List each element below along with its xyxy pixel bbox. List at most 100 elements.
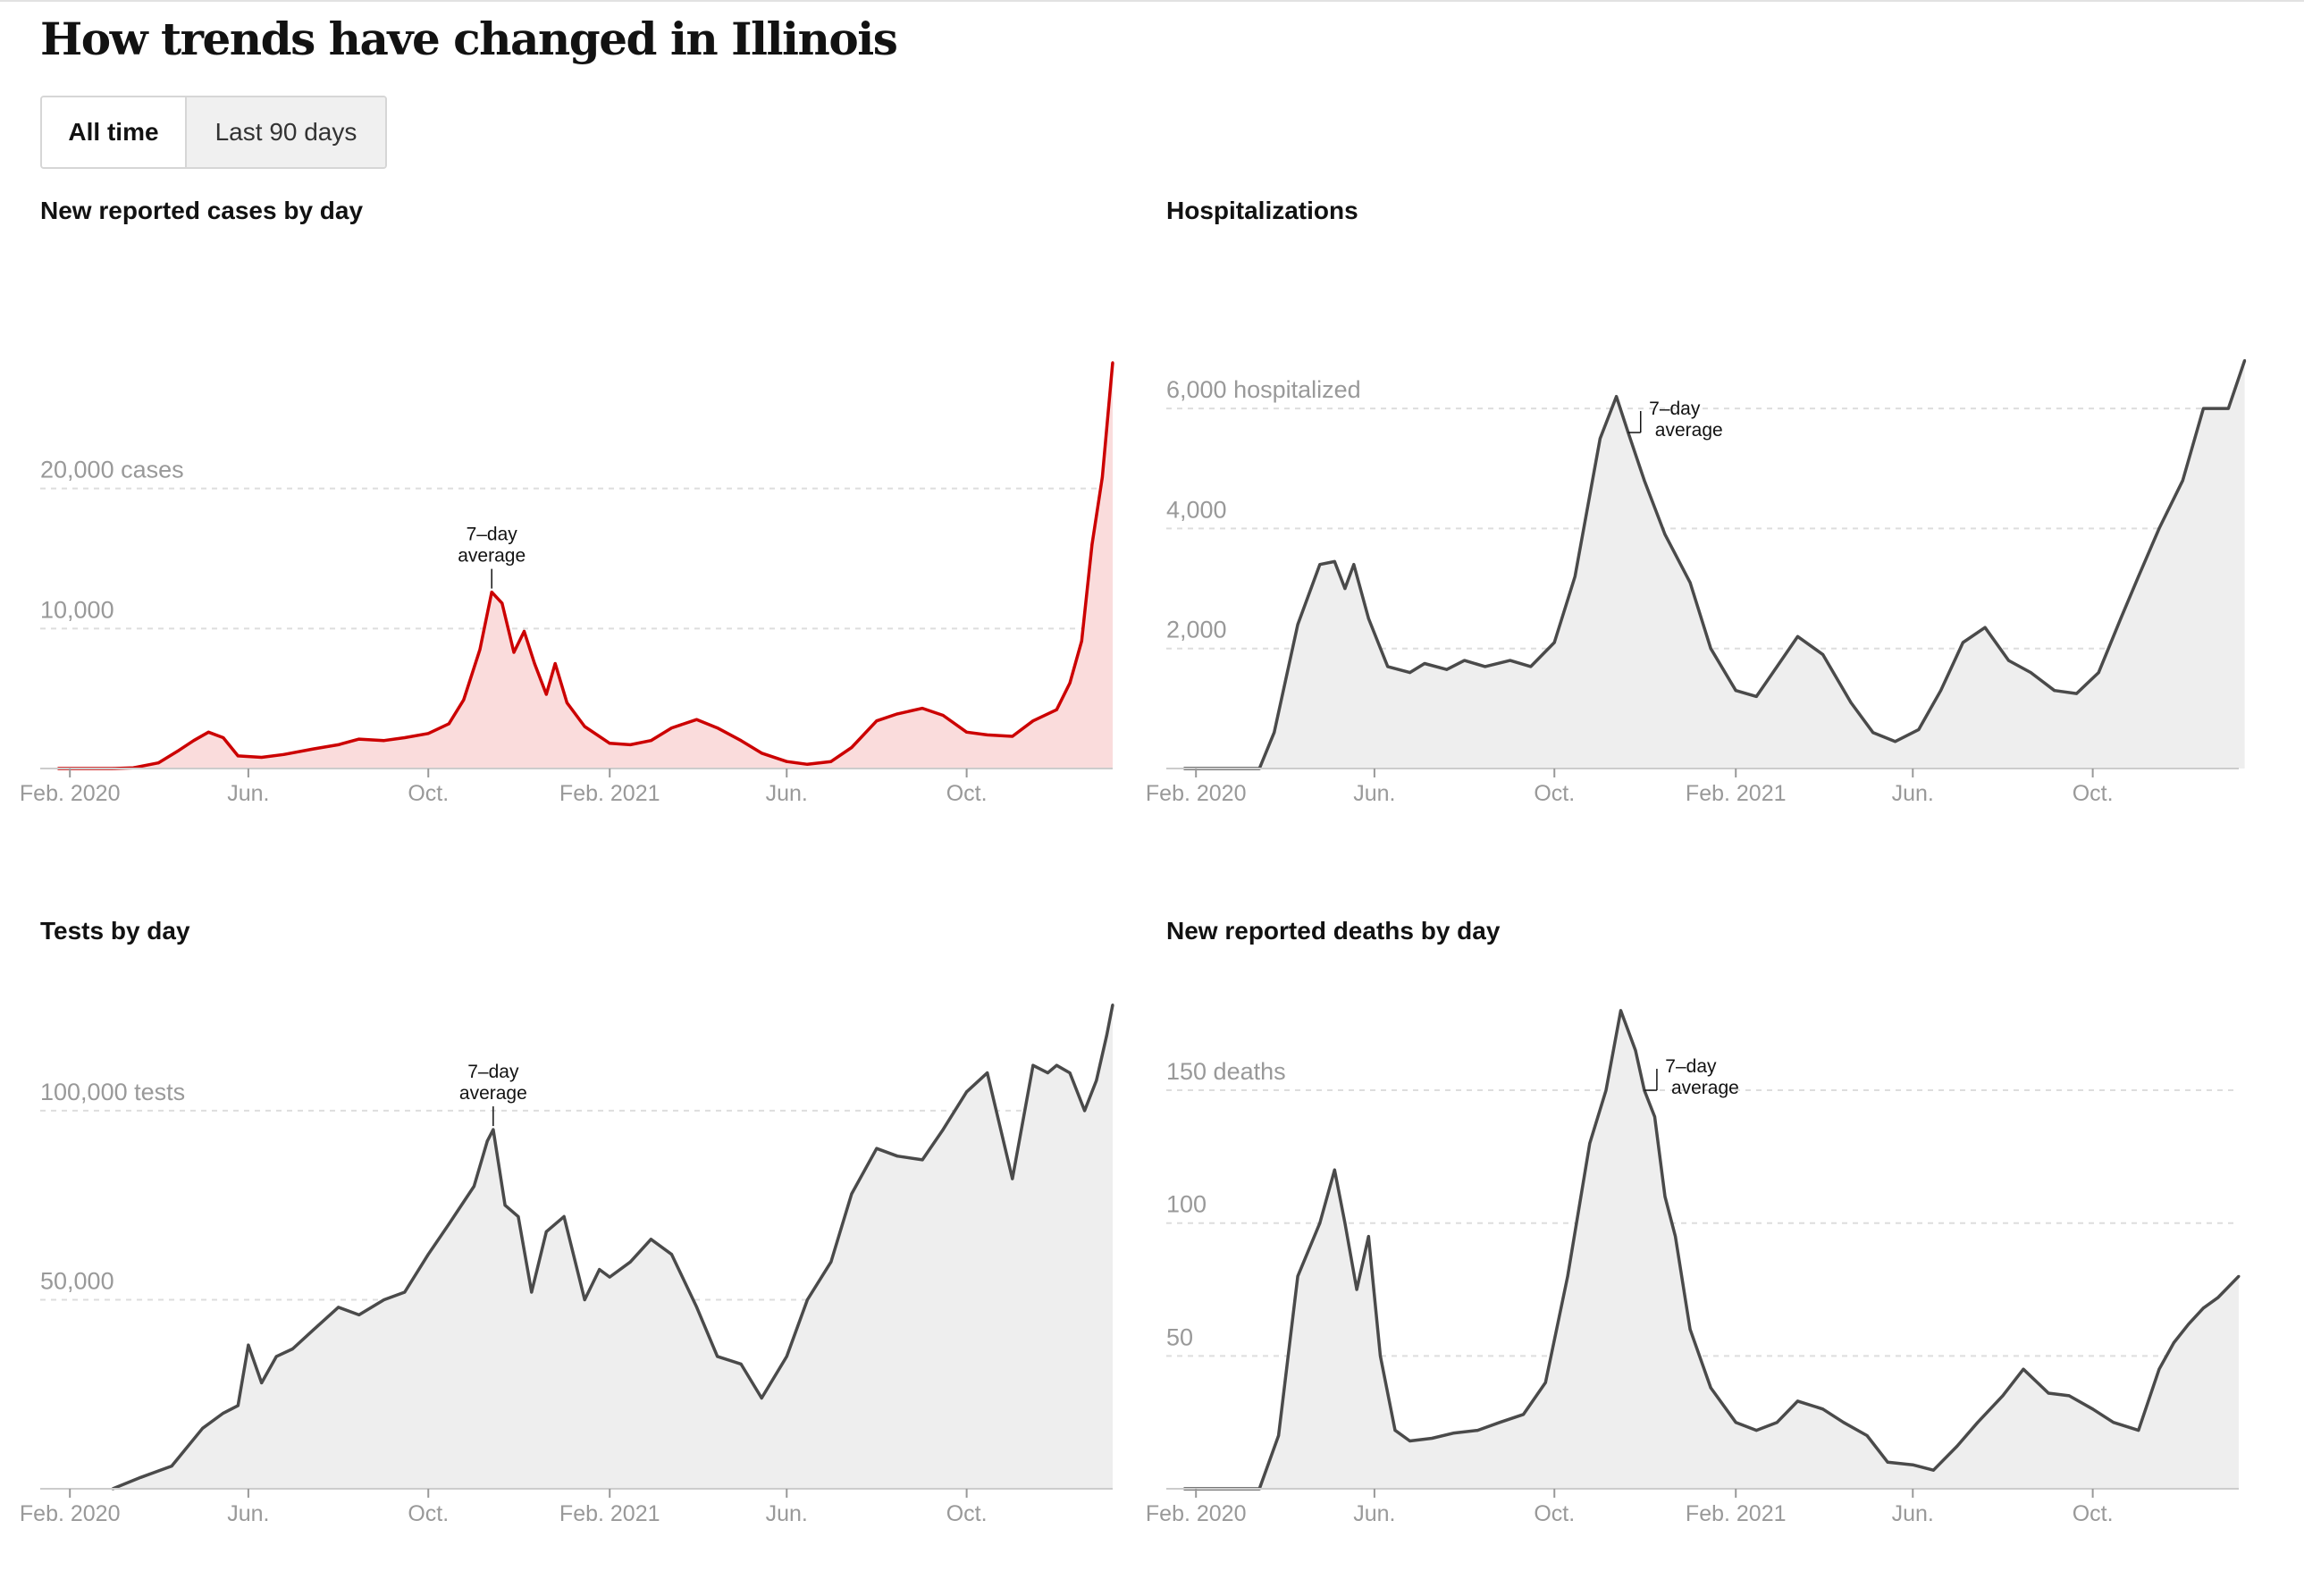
data-point — [1663, 1195, 1667, 1198]
data-point — [1352, 563, 1356, 567]
x-tick-label: Jun. — [1892, 1501, 1934, 1526]
all-time-button[interactable]: All time — [42, 97, 187, 167]
data-point — [1296, 1274, 1299, 1278]
data-point — [1961, 641, 1964, 644]
y-tick-label: 100,000 tests — [40, 1079, 185, 1105]
data-point — [805, 762, 809, 766]
data-point — [2022, 1367, 2025, 1371]
data-point — [628, 1260, 632, 1264]
data-point — [236, 1404, 240, 1407]
data-point — [1445, 668, 1449, 671]
data-point — [1983, 626, 1987, 629]
data-point — [921, 707, 924, 710]
y-tick-label: 20,000 cases — [40, 457, 184, 483]
data-point — [965, 730, 969, 734]
data-point — [1688, 1328, 1692, 1331]
data-point — [1821, 1407, 1825, 1411]
data-point — [1619, 1009, 1622, 1012]
data-point — [1452, 1432, 1456, 1435]
x-tick-label: Feb. 2020 — [1146, 781, 1247, 806]
data-point — [739, 739, 743, 743]
data-point — [1775, 665, 1778, 668]
chart-title: Tests by day — [40, 917, 190, 945]
x-tick-label: Jun. — [1353, 1501, 1395, 1526]
data-point — [1894, 740, 1896, 743]
data-point — [462, 698, 466, 701]
chart-title: New reported cases by day — [40, 197, 364, 224]
data-point — [1100, 475, 1104, 479]
data-point — [2053, 689, 2056, 693]
data-point — [201, 1426, 205, 1430]
x-tick-label: Jun. — [1892, 781, 1934, 806]
data-point — [583, 725, 586, 728]
cases-chart-panel: New reported cases by day 10,000 20,000 c… — [20, 197, 1114, 876]
data-point — [583, 1298, 586, 1301]
data-point — [503, 1204, 507, 1207]
x-tick-label: Jun. — [1353, 781, 1395, 806]
data-point — [544, 693, 548, 696]
data-point — [1080, 639, 1083, 643]
data-point — [2172, 1341, 2175, 1344]
data-point — [1615, 395, 1619, 399]
data-point — [875, 719, 879, 723]
data-point — [1754, 1429, 1758, 1432]
annotation-line2: average — [1655, 420, 1723, 441]
data-point — [805, 1298, 809, 1301]
data-point — [1709, 647, 1712, 651]
data-point — [1509, 659, 1512, 662]
data-point — [1529, 665, 1533, 668]
data-point — [1011, 1177, 1014, 1180]
data-point — [2226, 407, 2230, 410]
data-point — [1484, 665, 1487, 668]
data-point — [492, 1128, 495, 1131]
data-point — [608, 1275, 611, 1279]
chart-title: Hospitalizations — [1166, 197, 1358, 224]
data-point — [2157, 526, 2161, 530]
data-point — [2157, 1367, 2161, 1371]
data-point — [2137, 575, 2140, 578]
last-90-days-button[interactable]: Last 90 days — [187, 97, 385, 167]
data-point — [1734, 689, 1737, 693]
x-tick-label: Oct. — [408, 781, 449, 806]
data-point — [1273, 731, 1276, 735]
data-point — [447, 1222, 450, 1226]
data-point — [1754, 694, 1758, 698]
deaths-chart-panel: New reported deaths by day 50 100 150 deat… — [1146, 917, 2241, 1596]
data-point — [1476, 1429, 1479, 1432]
data-point — [485, 1139, 489, 1143]
data-point — [383, 1298, 386, 1301]
deaths-series-line — [1184, 1009, 2241, 1491]
data-point — [312, 747, 315, 751]
data-point — [1408, 1440, 1411, 1442]
data-point — [785, 760, 788, 763]
data-point — [649, 1238, 652, 1241]
data-point — [383, 739, 386, 743]
y-tick-label: 100 — [1166, 1191, 1207, 1218]
annotation-line2: average — [1671, 1078, 1739, 1098]
data-point — [2216, 1296, 2220, 1299]
data-point — [337, 743, 341, 746]
data-point — [553, 662, 557, 665]
data-point — [695, 1306, 699, 1309]
data-point — [1955, 1444, 1959, 1448]
data-point — [941, 714, 945, 717]
data-point — [312, 1328, 315, 1331]
data-point — [403, 1290, 407, 1294]
data-point — [1911, 1463, 1914, 1466]
data-point — [1552, 641, 1556, 644]
data-point — [1343, 1222, 1347, 1225]
data-point — [1821, 652, 1825, 656]
data-point — [192, 739, 196, 743]
data-point — [357, 737, 361, 741]
data-point — [1566, 1274, 1569, 1278]
hosp-area — [1184, 360, 2245, 769]
y-tick-label: 150 deaths — [1166, 1058, 1286, 1085]
data-point — [1796, 634, 1799, 638]
tests-chart-panel: Tests by day 50,000 100,000 tests Feb. 202… — [20, 917, 1114, 1596]
x-tick-label: Jun. — [766, 1501, 808, 1526]
x-tick-label: Jun. — [227, 1501, 269, 1526]
data-point — [260, 756, 264, 759]
cases-series-line — [58, 362, 1114, 770]
data-point — [177, 749, 181, 752]
data-point — [850, 1192, 853, 1196]
